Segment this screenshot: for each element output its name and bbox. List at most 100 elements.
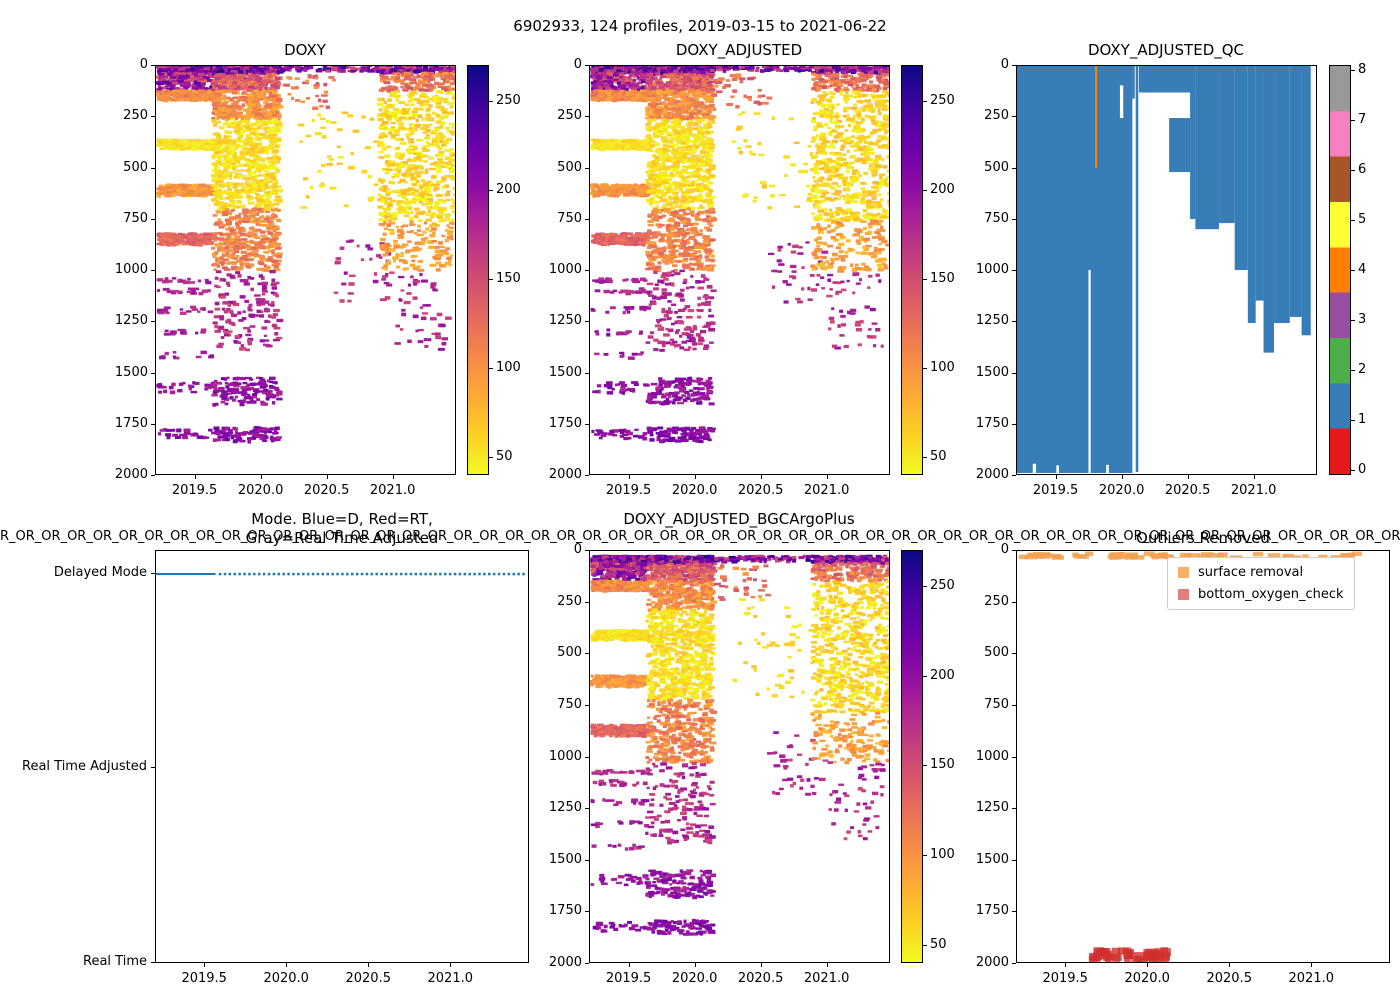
y-tick-mark [1012, 808, 1016, 810]
y-tick-mark [1012, 601, 1016, 603]
colorbar-tick-label: 250 [930, 577, 955, 593]
x-tick-label: 2019.5 [605, 971, 652, 986]
y-tick-label: 250 [557, 593, 582, 609]
x-tick-mark [1253, 475, 1255, 479]
colorbar-tick-label: 200 [496, 181, 521, 197]
x-tick-mark [826, 963, 828, 967]
y-tick-label: 250 [123, 108, 148, 124]
y-tick-mark [585, 116, 589, 118]
colorbar-tick-label: 200 [930, 181, 955, 197]
colorbar-tick-mark [923, 675, 927, 677]
y-tick-mark [151, 116, 155, 118]
x-tick-mark [628, 475, 630, 479]
colorbar-tick-label: 7 [1358, 112, 1367, 127]
y-tick-label: 0 [1000, 542, 1009, 557]
mode-axes [155, 550, 529, 963]
colorbar-tick-label: 250 [496, 92, 521, 108]
y-tick-mark [1012, 423, 1016, 425]
y-tick-mark [585, 963, 589, 964]
y-tick-label: 1000 [975, 748, 1009, 764]
colorbar-tick-mark [1351, 120, 1355, 121]
y-tick-mark [151, 218, 155, 220]
y-tick-mark [585, 321, 589, 323]
x-tick-mark [450, 963, 452, 967]
y-tick-mark [151, 372, 155, 374]
colorbar-tick-label: 150 [496, 270, 521, 286]
colorbar-tick-label: 4 [1358, 262, 1367, 277]
y-tick-mark [1012, 911, 1016, 913]
colorbar-tick-mark [923, 457, 927, 459]
y-tick-mark [151, 573, 155, 575]
x-tick-label: 2020.5 [1164, 483, 1211, 498]
colorbar-tick-label: 150 [930, 270, 955, 286]
doxy-axes [155, 65, 456, 475]
colorbar-tick-label: 100 [930, 360, 955, 376]
y-tick-mark [585, 270, 589, 271]
y-tick-label: 500 [984, 645, 1009, 661]
colorbar-tick-mark [1351, 470, 1355, 471]
colorbar-tick-label: 50 [930, 449, 947, 465]
colorbar-tick-label: 50 [496, 449, 513, 465]
or-text-banner: R_OR_OR_OR_OR_OR_OR_OR_OR_OR_OR_OR_OR_OR… [0, 529, 1400, 544]
y-tick-label: 1500 [975, 364, 1009, 380]
y-tick-mark [151, 767, 155, 769]
plot-title-doxy-adjusted: DOXY_ADJUSTED [675, 41, 803, 59]
x-tick-label: 2021.0 [369, 483, 416, 498]
x-tick-label: 2020.5 [737, 971, 784, 986]
x-tick-mark [204, 963, 206, 967]
y-tick-mark [1012, 756, 1016, 758]
colorbar-tick-mark [1351, 370, 1355, 371]
colorbar-tick-label: 150 [930, 757, 955, 773]
x-tick-label: 2021.0 [1288, 971, 1335, 986]
colorbar-tick-mark [1351, 320, 1355, 321]
colorbar-tick-mark [923, 585, 927, 587]
y-tick-mark [1012, 550, 1016, 551]
y-tick-mark [585, 372, 589, 374]
plot-title-bgcargoplus: DOXY_ADJUSTED_BGCArgoPlus [623, 510, 855, 528]
y-tick-mark [151, 270, 155, 271]
y-tick-mark [1012, 321, 1016, 323]
x-tick-mark [1121, 475, 1123, 479]
y-tick-mark [1012, 859, 1016, 861]
y-tick-mark [585, 218, 589, 220]
doxy_adjusted-axes [589, 65, 890, 475]
y-tick-mark [585, 653, 589, 655]
y-tick-mark [1012, 116, 1016, 118]
outliers-axes [1016, 550, 1390, 963]
colorbar-tick-mark [923, 765, 927, 767]
y-tick-mark [1012, 270, 1016, 271]
y-tick-label: 1250 [548, 800, 582, 816]
y-tick-label: 750 [984, 210, 1009, 226]
y-tick-label: 1750 [548, 415, 582, 431]
x-tick-label: 2019.5 [605, 483, 652, 498]
x-tick-label: 2021.0 [803, 971, 850, 986]
x-tick-label: 2020.5 [303, 483, 350, 498]
y-tick-mark [151, 65, 155, 66]
colorbar-tick-mark [923, 100, 927, 102]
y-tick-mark [585, 423, 589, 425]
x-tick-label: 2020.0 [1098, 483, 1145, 498]
x-tick-mark [628, 963, 630, 967]
plot-title-doxy-adjusted-qc: DOXY_ADJUSTED_QC [1087, 41, 1245, 59]
x-tick-mark [760, 963, 762, 967]
y-tick-mark [1012, 372, 1016, 374]
colorbar-tick-label: 100 [930, 847, 955, 863]
x-tick-mark [286, 963, 288, 967]
outliers-legend: surface removal bottom_oxygen_check [1167, 557, 1355, 610]
y-tick-label: 1000 [548, 262, 582, 277]
y-tick-label: 1500 [548, 364, 582, 380]
colorbar-tick-mark [1351, 270, 1355, 271]
x-tick-mark [1147, 963, 1149, 967]
x-tick-mark [392, 475, 394, 479]
x-tick-label: 2019.5 [1042, 971, 1088, 986]
y-tick-label: 750 [557, 696, 582, 712]
colorbar-tick-mark [923, 189, 927, 191]
outliers-data-canvas [1018, 551, 1362, 962]
y-tick-label: 1750 [975, 415, 1009, 431]
figure-suptitle: 6902933, 124 profiles, 2019-03-15 to 202… [513, 17, 887, 35]
y-tick-label: 0 [1000, 57, 1009, 72]
x-tick-label: 2020.5 [737, 483, 784, 498]
y-tick-mark [585, 859, 589, 861]
y-tick-label: 250 [557, 108, 582, 124]
colorbar-tick-mark [1351, 420, 1355, 421]
